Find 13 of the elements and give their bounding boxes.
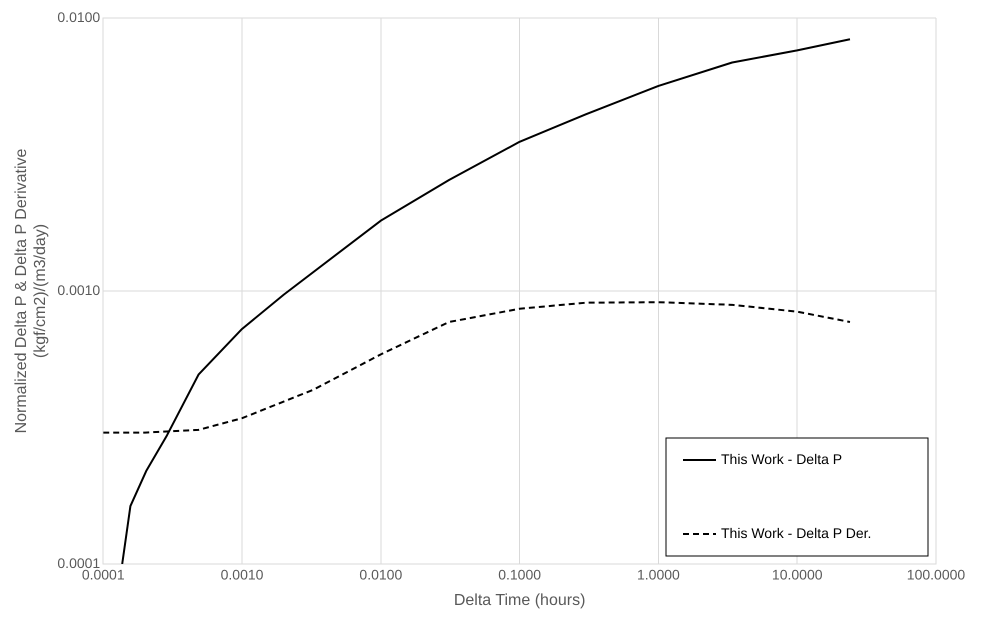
x-tick-label: 0.0100 (359, 566, 402, 582)
legend-label: This Work - Delta P Der. (721, 524, 872, 541)
x-tick-label: 0.1000 (498, 566, 542, 582)
y-tick-label: 0.0001 (57, 554, 100, 571)
x-tick-label: 10.0000 (772, 566, 823, 582)
x-tick-label: 0.0010 (220, 566, 264, 582)
y-tick-label: 0.0010 (57, 282, 100, 298)
y-axis-title: Normalized Delta P & Delta P Derivative (kgf/cm2)/(m3/day) (13, 148, 50, 434)
x-tick-label: 1.0000 (636, 566, 680, 582)
y-tick-label: 0.0100 (57, 8, 100, 25)
x-tick-label: 100.0000 (906, 566, 966, 582)
x-axis-title: Delta Time (hours) (454, 592, 586, 609)
legend-label: This Work - Delta P (721, 450, 842, 467)
